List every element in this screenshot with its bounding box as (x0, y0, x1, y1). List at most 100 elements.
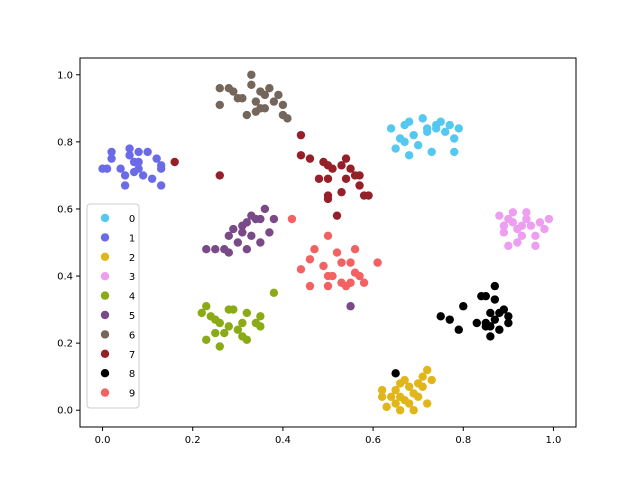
data-point-series-4 (229, 305, 238, 314)
data-point-series-0 (413, 141, 423, 150)
data-point-series-5 (260, 204, 270, 214)
data-point-series-7 (337, 187, 346, 197)
data-point-series-9 (337, 258, 346, 267)
data-point-series-3 (508, 218, 518, 227)
data-point-series-2 (427, 375, 436, 385)
data-point-series-4 (242, 308, 252, 318)
data-point-series-9 (350, 245, 360, 254)
data-point-series-8 (472, 318, 481, 328)
data-point-series-8 (490, 295, 500, 304)
legend-marker-0 (100, 213, 110, 223)
data-point-series-3 (499, 221, 509, 230)
data-point-series-3 (499, 228, 509, 237)
legend-marker-8 (100, 369, 110, 378)
legend-box (86, 203, 140, 409)
data-point-series-3 (540, 224, 549, 234)
data-point-series-8 (490, 281, 500, 291)
data-point-series-6 (247, 70, 256, 79)
data-point-series-6 (238, 94, 247, 103)
data-point-series-0 (404, 117, 414, 126)
x-tick-label: 1.0 (546, 435, 562, 446)
legend-marker-9 (100, 388, 110, 397)
data-point-series-9 (332, 248, 342, 257)
data-point-series-6 (242, 110, 252, 120)
data-point-series-8 (486, 308, 495, 318)
data-point-series-9 (346, 278, 355, 287)
data-point-series-3 (522, 208, 531, 217)
data-point-series-3 (513, 238, 522, 247)
data-point-series-3 (495, 211, 504, 220)
data-point-series-2 (418, 372, 427, 381)
data-point-series-1 (156, 181, 166, 190)
data-point-series-1 (107, 147, 116, 157)
data-point-series-8 (391, 369, 400, 378)
data-point-series-3 (508, 208, 518, 217)
data-point-series-5 (229, 224, 238, 234)
data-point-series-2 (409, 406, 418, 415)
data-point-series-6 (265, 83, 274, 93)
data-point-series-3 (526, 221, 536, 230)
data-point-series-2 (423, 365, 432, 375)
data-point-series-3 (504, 241, 513, 251)
data-point-series-4 (256, 322, 265, 331)
y-tick-label: 0.6 (57, 204, 73, 215)
data-point-series-4 (224, 322, 233, 331)
data-point-series-7 (341, 154, 351, 163)
y-tick-label: 0.0 (57, 406, 73, 417)
data-point-series-2 (418, 382, 427, 391)
data-point-series-7 (323, 194, 333, 204)
data-point-series-1 (102, 164, 112, 173)
legend-marker-6 (100, 330, 110, 339)
data-point-series-4 (238, 318, 247, 328)
data-point-series-5 (202, 245, 211, 254)
data-point-series-9 (305, 255, 315, 264)
data-point-series-0 (418, 114, 427, 123)
data-point-series-1 (134, 164, 143, 173)
legend-label-7: 7 (129, 350, 135, 361)
legend-label-3: 3 (129, 272, 135, 283)
data-point-series-5 (224, 248, 233, 257)
data-point-series-5 (265, 228, 274, 237)
data-point-series-0 (409, 130, 418, 140)
data-point-series-0 (423, 124, 432, 133)
data-point-series-7 (364, 191, 373, 200)
data-point-series-5 (242, 218, 252, 227)
data-point-series-5 (256, 214, 265, 224)
data-point-series-5 (211, 245, 220, 254)
data-point-series-9 (328, 271, 337, 281)
legend-label-8: 8 (129, 369, 135, 380)
data-point-series-2 (391, 399, 400, 408)
data-point-series-4 (256, 312, 265, 321)
data-point-series-8 (490, 315, 500, 324)
data-point-series-7 (337, 161, 346, 170)
data-point-series-2 (404, 399, 414, 408)
data-point-series-7 (296, 130, 306, 140)
data-point-series-9 (373, 258, 382, 267)
data-point-series-8 (486, 332, 495, 341)
legend-label-6: 6 (129, 330, 135, 341)
data-point-series-0 (432, 124, 441, 133)
data-point-series-0 (400, 137, 409, 147)
data-point-series-4 (211, 328, 220, 338)
data-point-series-9 (323, 231, 333, 240)
data-point-series-5 (224, 231, 233, 240)
data-point-series-6 (215, 83, 224, 93)
data-point-series-9 (355, 271, 364, 281)
data-point-series-9 (359, 278, 369, 287)
data-point-series-8 (459, 302, 468, 311)
data-point-series-7 (355, 181, 364, 190)
data-point-series-4 (202, 302, 211, 311)
data-point-series-6 (229, 87, 238, 96)
data-point-series-3 (544, 214, 554, 224)
data-point-series-4 (215, 318, 224, 328)
data-point-series-3 (517, 221, 527, 230)
legend-label-5: 5 (129, 311, 135, 322)
data-point-series-8 (454, 325, 463, 334)
data-point-series-1 (152, 154, 161, 163)
data-point-series-2 (423, 399, 432, 408)
data-point-series-0 (386, 124, 396, 133)
legend-marker-3 (100, 272, 110, 281)
legend-marker-2 (100, 252, 110, 261)
data-point-series-7 (314, 174, 324, 183)
